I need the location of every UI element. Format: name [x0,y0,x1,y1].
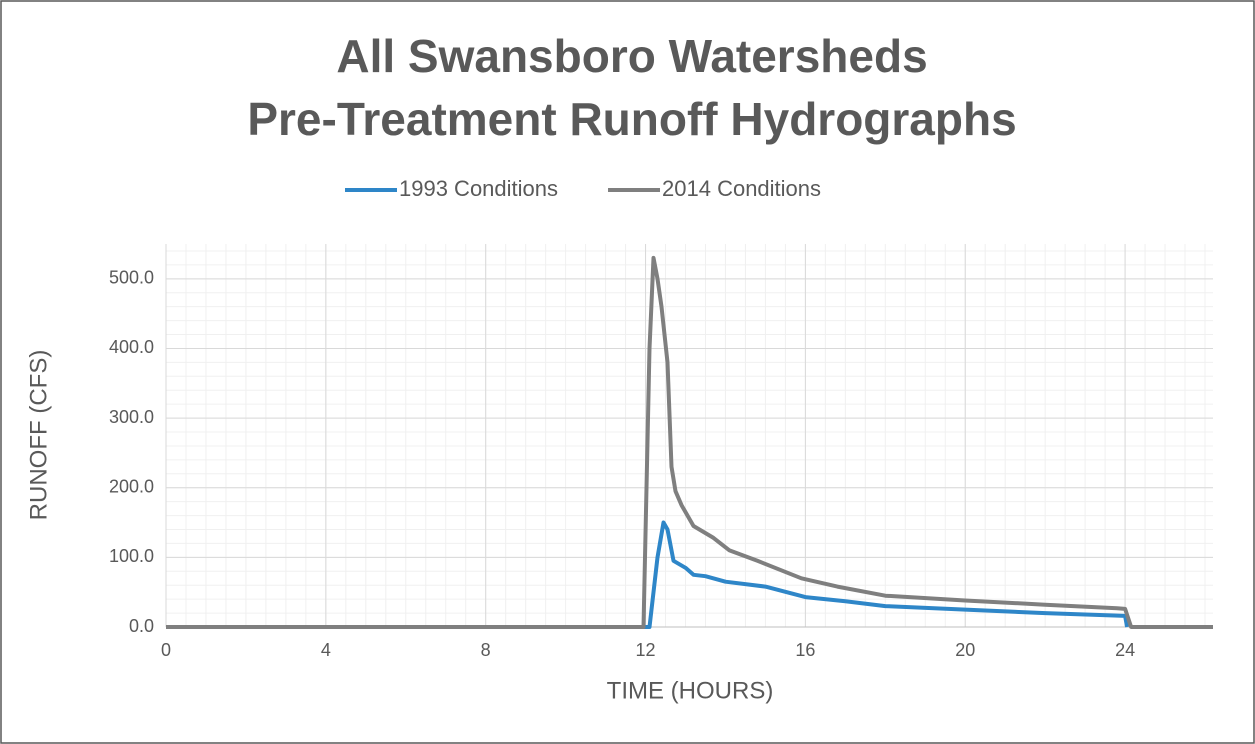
x-tick-label: 4 [321,640,331,660]
x-tick-label: 0 [161,640,171,660]
x-tick-label: 20 [955,640,975,660]
series-line [166,255,1213,629]
y-tick-label: 400.0 [109,337,154,357]
chart-title: Pre-Treatment Runoff Hydrographs [247,93,1016,145]
y-tick-label: 500.0 [109,268,154,288]
chart-title: All Swansboro Watersheds [336,30,927,82]
legend-label: 2014 Conditions [662,176,821,201]
y-tick-label: 0.0 [129,616,154,636]
x-tick-label: 16 [795,640,815,660]
series-line [166,520,1130,629]
x-tick-label: 8 [481,640,491,660]
y-tick-label: 200.0 [109,476,154,496]
y-tick-label: 100.0 [109,546,154,566]
x-axis-label: TIME (HOURS) [607,677,774,704]
x-tick-label: 24 [1115,640,1135,660]
x-tick-label: 12 [636,640,656,660]
y-axis-label: RUNOFF (CFS) [25,350,52,521]
legend-label: 1993 Conditions [399,176,558,201]
y-tick-label: 300.0 [109,407,154,427]
